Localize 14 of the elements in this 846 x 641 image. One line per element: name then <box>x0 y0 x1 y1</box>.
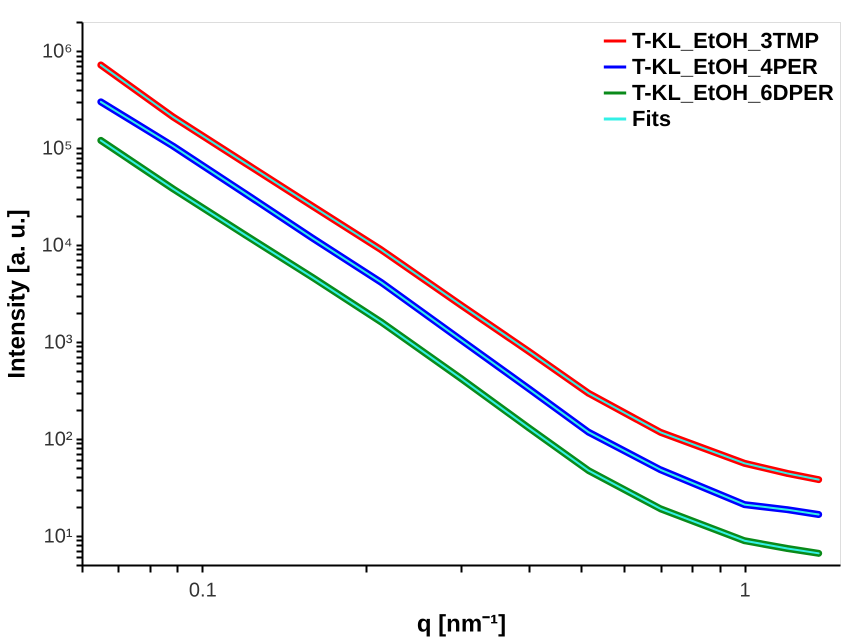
legend-label: T-KL_EtOH_3TMP <box>632 28 820 53</box>
x-axis-title: q [nm⁻¹] <box>416 610 506 638</box>
legend-label: Fits <box>632 106 672 131</box>
legend-label: T-KL_EtOH_6DPER <box>632 80 834 105</box>
y-tick-label: 10² <box>44 428 73 450</box>
y-tick-label: 10⁵ <box>42 138 72 160</box>
legend-label: T-KL_EtOH_4PER <box>632 54 818 79</box>
y-tick-label: 10⁶ <box>42 40 72 63</box>
x-tick-label: 1 <box>739 580 751 602</box>
y-axis-title: Intensity [a. u.] <box>4 209 31 379</box>
y-tick-label: 10³ <box>44 331 73 354</box>
y-tick-label: 10¹ <box>44 525 73 548</box>
x-tick-label: 0.1 <box>188 580 217 602</box>
y-tick-label: 10⁴ <box>42 234 72 257</box>
